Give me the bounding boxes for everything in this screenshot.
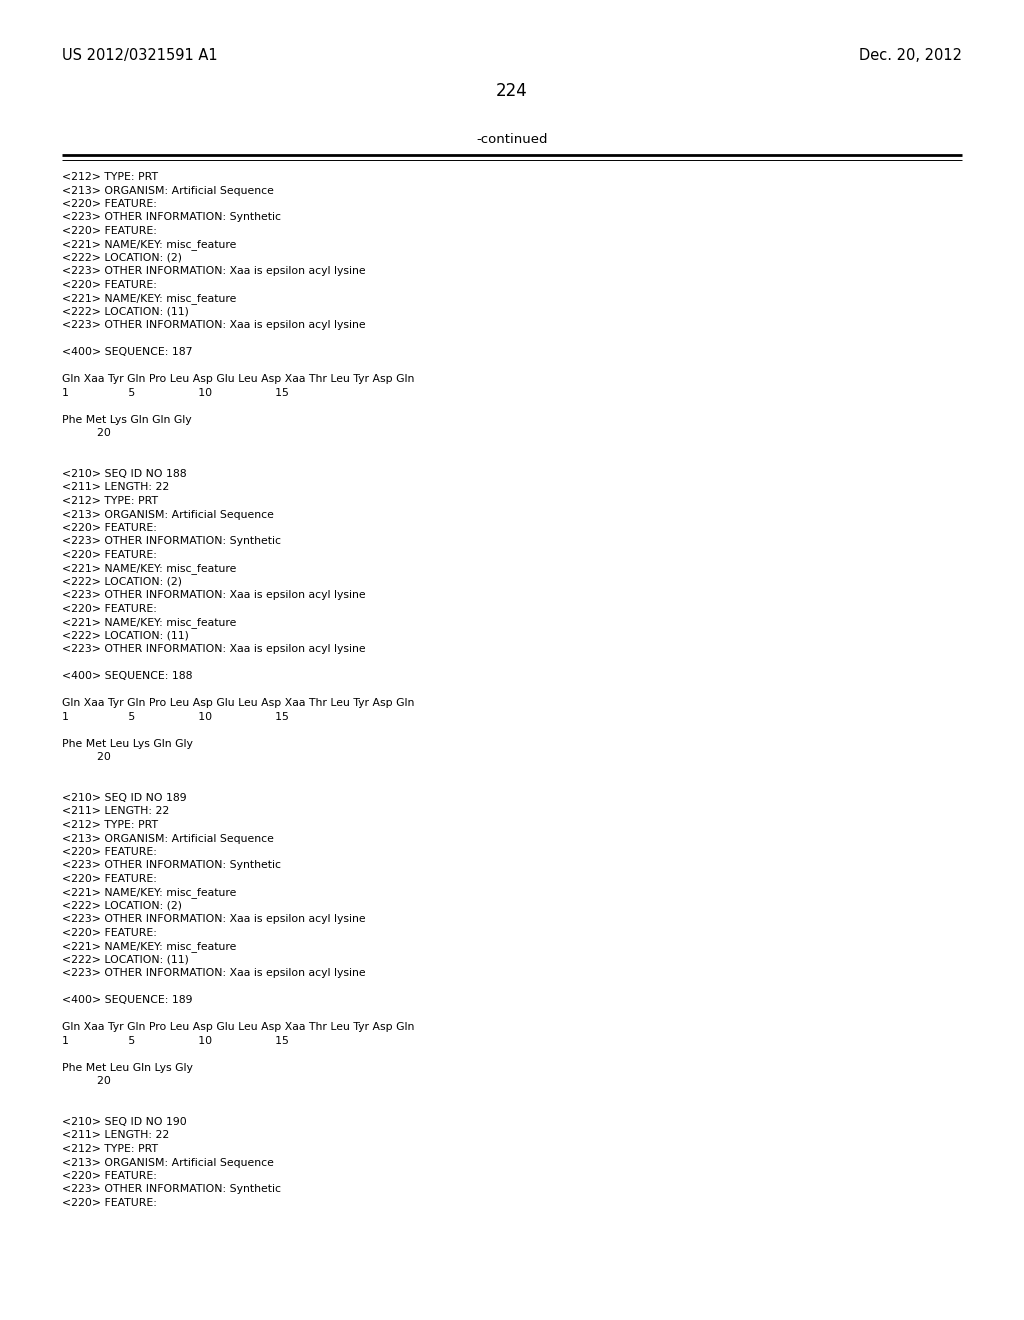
Text: <223> OTHER INFORMATION: Synthetic: <223> OTHER INFORMATION: Synthetic [62,1184,281,1195]
Text: <212> TYPE: PRT: <212> TYPE: PRT [62,496,158,506]
Text: <220> FEATURE:: <220> FEATURE: [62,874,157,884]
Text: Phe Met Leu Gln Lys Gly: Phe Met Leu Gln Lys Gly [62,1063,193,1073]
Text: 1                 5                  10                  15: 1 5 10 15 [62,711,289,722]
Text: Phe Met Leu Lys Gln Gly: Phe Met Leu Lys Gln Gly [62,739,193,748]
Text: <210> SEQ ID NO 190: <210> SEQ ID NO 190 [62,1117,186,1127]
Text: <400> SEQUENCE: 189: <400> SEQUENCE: 189 [62,995,193,1006]
Text: <223> OTHER INFORMATION: Synthetic: <223> OTHER INFORMATION: Synthetic [62,861,281,870]
Text: <223> OTHER INFORMATION: Xaa is epsilon acyl lysine: <223> OTHER INFORMATION: Xaa is epsilon … [62,969,366,978]
Text: <222> LOCATION: (2): <222> LOCATION: (2) [62,577,182,587]
Text: Gln Xaa Tyr Gln Pro Leu Asp Glu Leu Asp Xaa Thr Leu Tyr Asp Gln: Gln Xaa Tyr Gln Pro Leu Asp Glu Leu Asp … [62,375,415,384]
Text: <213> ORGANISM: Artificial Sequence: <213> ORGANISM: Artificial Sequence [62,510,273,520]
Text: <212> TYPE: PRT: <212> TYPE: PRT [62,820,158,830]
Text: -continued: -continued [476,133,548,147]
Text: Phe Met Lys Gln Gln Gly: Phe Met Lys Gln Gln Gly [62,414,191,425]
Text: 20: 20 [62,429,111,438]
Text: <220> FEATURE:: <220> FEATURE: [62,605,157,614]
Text: <221> NAME/KEY: misc_feature: <221> NAME/KEY: misc_feature [62,887,237,899]
Text: <220> FEATURE:: <220> FEATURE: [62,550,157,560]
Text: <220> FEATURE:: <220> FEATURE: [62,280,157,290]
Text: <221> NAME/KEY: misc_feature: <221> NAME/KEY: misc_feature [62,239,237,251]
Text: <221> NAME/KEY: misc_feature: <221> NAME/KEY: misc_feature [62,618,237,628]
Text: <221> NAME/KEY: misc_feature: <221> NAME/KEY: misc_feature [62,941,237,953]
Text: <220> FEATURE:: <220> FEATURE: [62,928,157,939]
Text: <211> LENGTH: 22: <211> LENGTH: 22 [62,807,169,817]
Text: Dec. 20, 2012: Dec. 20, 2012 [859,48,962,63]
Text: <222> LOCATION: (2): <222> LOCATION: (2) [62,253,182,263]
Text: <400> SEQUENCE: 187: <400> SEQUENCE: 187 [62,347,193,358]
Text: <220> FEATURE:: <220> FEATURE: [62,199,157,209]
Text: <220> FEATURE:: <220> FEATURE: [62,1171,157,1181]
Text: <211> LENGTH: 22: <211> LENGTH: 22 [62,483,169,492]
Text: Gln Xaa Tyr Gln Pro Leu Asp Glu Leu Asp Xaa Thr Leu Tyr Asp Gln: Gln Xaa Tyr Gln Pro Leu Asp Glu Leu Asp … [62,698,415,709]
Text: <213> ORGANISM: Artificial Sequence: <213> ORGANISM: Artificial Sequence [62,1158,273,1167]
Text: <212> TYPE: PRT: <212> TYPE: PRT [62,172,158,182]
Text: <223> OTHER INFORMATION: Xaa is epsilon acyl lysine: <223> OTHER INFORMATION: Xaa is epsilon … [62,321,366,330]
Text: <220> FEATURE:: <220> FEATURE: [62,523,157,533]
Text: <222> LOCATION: (11): <222> LOCATION: (11) [62,308,188,317]
Text: <221> NAME/KEY: misc_feature: <221> NAME/KEY: misc_feature [62,293,237,305]
Text: <221> NAME/KEY: misc_feature: <221> NAME/KEY: misc_feature [62,564,237,574]
Text: <223> OTHER INFORMATION: Xaa is epsilon acyl lysine: <223> OTHER INFORMATION: Xaa is epsilon … [62,644,366,655]
Text: <222> LOCATION: (2): <222> LOCATION: (2) [62,902,182,911]
Text: 224: 224 [496,82,528,100]
Text: <223> OTHER INFORMATION: Synthetic: <223> OTHER INFORMATION: Synthetic [62,213,281,223]
Text: <222> LOCATION: (11): <222> LOCATION: (11) [62,954,188,965]
Text: 1                 5                  10                  15: 1 5 10 15 [62,1036,289,1045]
Text: <223> OTHER INFORMATION: Xaa is epsilon acyl lysine: <223> OTHER INFORMATION: Xaa is epsilon … [62,267,366,276]
Text: <220> FEATURE:: <220> FEATURE: [62,1199,157,1208]
Text: 20: 20 [62,1077,111,1086]
Text: 1                 5                  10                  15: 1 5 10 15 [62,388,289,399]
Text: US 2012/0321591 A1: US 2012/0321591 A1 [62,48,218,63]
Text: <400> SEQUENCE: 188: <400> SEQUENCE: 188 [62,672,193,681]
Text: <223> OTHER INFORMATION: Xaa is epsilon acyl lysine: <223> OTHER INFORMATION: Xaa is epsilon … [62,590,366,601]
Text: <212> TYPE: PRT: <212> TYPE: PRT [62,1144,158,1154]
Text: <220> FEATURE:: <220> FEATURE: [62,847,157,857]
Text: <222> LOCATION: (11): <222> LOCATION: (11) [62,631,188,642]
Text: <213> ORGANISM: Artificial Sequence: <213> ORGANISM: Artificial Sequence [62,833,273,843]
Text: <223> OTHER INFORMATION: Xaa is epsilon acyl lysine: <223> OTHER INFORMATION: Xaa is epsilon … [62,915,366,924]
Text: <211> LENGTH: 22: <211> LENGTH: 22 [62,1130,169,1140]
Text: <210> SEQ ID NO 189: <210> SEQ ID NO 189 [62,793,186,803]
Text: <223> OTHER INFORMATION: Synthetic: <223> OTHER INFORMATION: Synthetic [62,536,281,546]
Text: 20: 20 [62,752,111,763]
Text: <213> ORGANISM: Artificial Sequence: <213> ORGANISM: Artificial Sequence [62,186,273,195]
Text: <220> FEATURE:: <220> FEATURE: [62,226,157,236]
Text: Gln Xaa Tyr Gln Pro Leu Asp Glu Leu Asp Xaa Thr Leu Tyr Asp Gln: Gln Xaa Tyr Gln Pro Leu Asp Glu Leu Asp … [62,1023,415,1032]
Text: <210> SEQ ID NO 188: <210> SEQ ID NO 188 [62,469,186,479]
